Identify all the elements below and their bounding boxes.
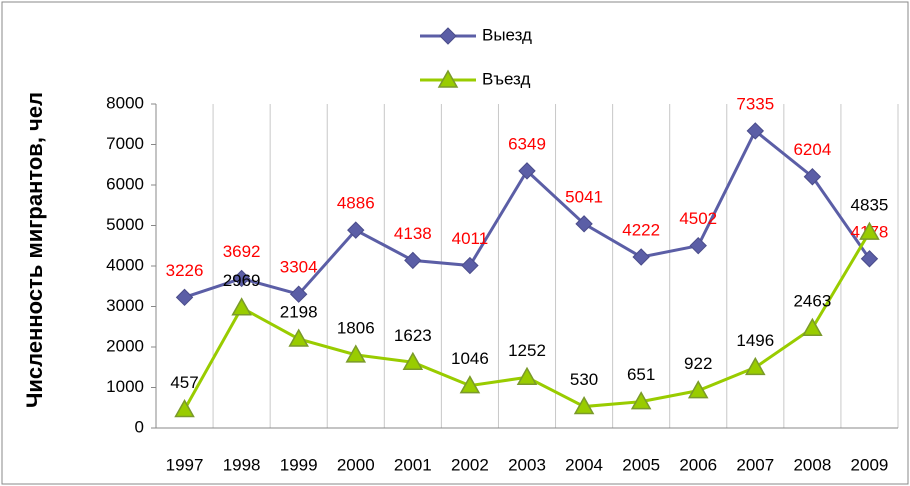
data-label: 3692 (223, 242, 261, 261)
y-tick-label: 6000 (106, 174, 144, 193)
point (689, 236, 707, 255)
data-label: 3304 (280, 258, 318, 277)
data-label: 4835 (851, 196, 889, 215)
data-label: 4222 (622, 220, 660, 239)
x-tick-label: 1997 (166, 455, 204, 474)
point (630, 391, 652, 410)
point (575, 215, 593, 233)
data-label: 1496 (736, 331, 774, 350)
y-tick-label: 8000 (106, 93, 144, 112)
data-label: 4502 (679, 209, 717, 228)
y-tick-label: 4000 (106, 255, 144, 274)
x-tick-label: 2004 (565, 455, 603, 474)
data-label: 6349 (508, 134, 546, 153)
point (347, 221, 365, 239)
legend-marker (437, 69, 459, 88)
point (632, 248, 650, 266)
y-tick-label: 2000 (106, 336, 144, 355)
data-label: 4886 (337, 194, 375, 213)
data-label: 1046 (451, 349, 489, 368)
data-label: 1252 (508, 341, 546, 360)
data-label: 5041 (565, 187, 603, 206)
x-tick-label: 2000 (337, 455, 375, 474)
data-label: 1623 (394, 326, 432, 345)
y-tick-label: 1000 (106, 377, 144, 396)
data-label: 922 (684, 354, 712, 373)
data-label: 2969 (223, 271, 261, 290)
x-tick-label: 2003 (508, 455, 546, 474)
x-tick-label: 1999 (280, 455, 318, 474)
y-tick-label: 0 (135, 417, 144, 436)
point (518, 162, 536, 180)
data-label: 3226 (166, 261, 204, 280)
point (745, 356, 766, 376)
x-tick-label: 2002 (451, 455, 489, 474)
point (860, 250, 879, 268)
point (402, 351, 424, 371)
point (404, 251, 422, 270)
data-label: 4011 (452, 229, 489, 248)
data-label: 7335 (736, 94, 774, 113)
y-tick-label: 5000 (106, 215, 144, 234)
y-axis-label: Численность мигрантов, чел (22, 92, 47, 408)
x-tick-label: 2001 (394, 455, 432, 474)
point (174, 398, 195, 418)
point (859, 221, 880, 240)
legend-label: Выезд (482, 25, 532, 44)
point (687, 380, 709, 399)
point (461, 256, 479, 275)
data-label: 6204 (793, 140, 831, 159)
x-tick-label: 2007 (736, 455, 774, 474)
point (232, 269, 251, 288)
point (802, 317, 823, 336)
data-label: 2463 (793, 292, 831, 311)
point (746, 122, 765, 140)
x-tick-label: 2005 (622, 455, 660, 474)
data-label: 457 (170, 373, 198, 392)
legend-marker (439, 27, 457, 45)
data-label: 651 (627, 365, 655, 384)
point (345, 344, 367, 363)
point (459, 375, 481, 394)
y-tick-label: 7000 (106, 134, 144, 153)
x-tick-label: 2009 (851, 455, 889, 474)
legend-label: Въезд (482, 69, 530, 88)
y-tick-label: 3000 (106, 296, 144, 315)
point (289, 285, 308, 303)
data-label: 2198 (280, 302, 318, 321)
point (288, 328, 309, 347)
x-tick-label: 2008 (793, 455, 831, 474)
point (803, 168, 822, 186)
point (175, 288, 194, 307)
data-label: 1806 (337, 318, 375, 337)
x-tick-label: 2006 (679, 455, 717, 474)
data-label: 4138 (394, 224, 432, 243)
point (573, 396, 595, 415)
data-label: 530 (570, 370, 598, 389)
x-tick-label: 1998 (223, 455, 261, 474)
point (231, 297, 252, 316)
point (516, 366, 538, 386)
